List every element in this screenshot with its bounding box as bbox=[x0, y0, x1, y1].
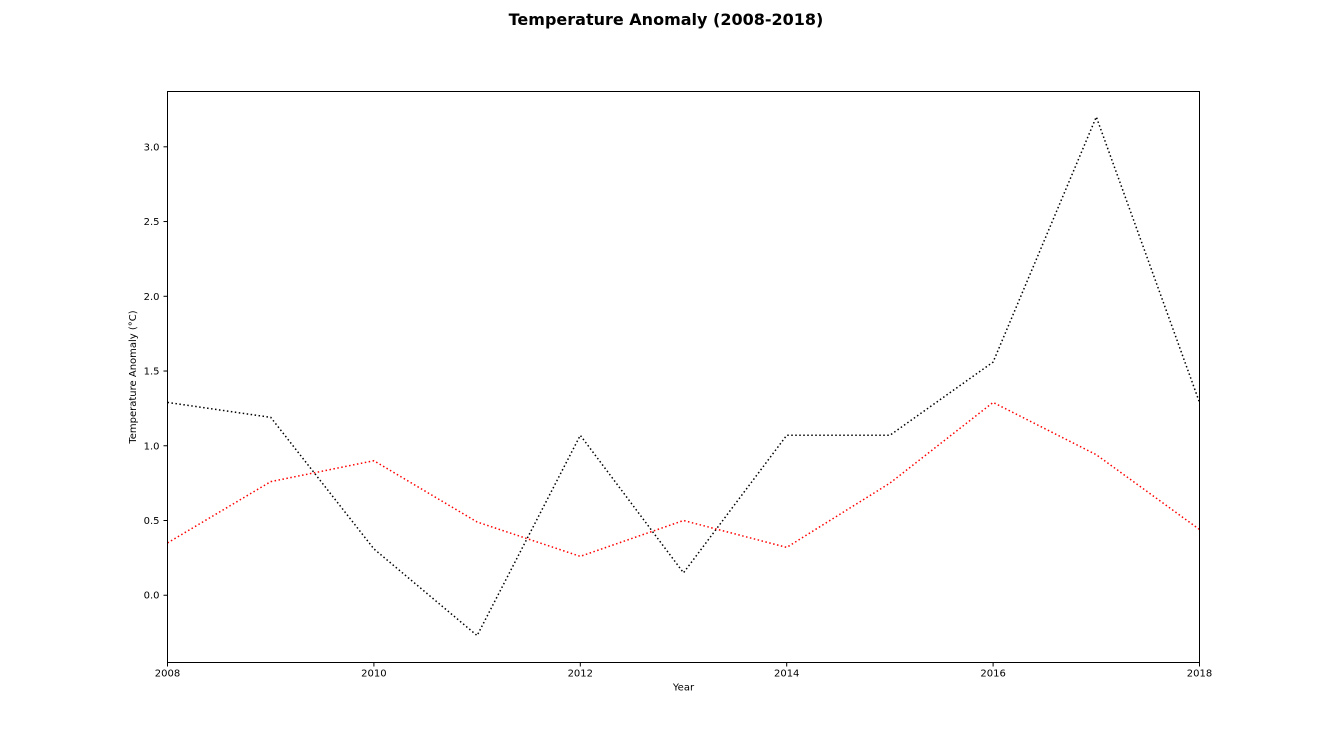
y-tick-label: 3.0 bbox=[144, 142, 160, 153]
x-tick-label: 2010 bbox=[361, 669, 386, 680]
x-tick-label: 2008 bbox=[155, 669, 180, 680]
y-axis-ticks: 0.0 0.5 1.0 1.5 2.0 2.5 3.0 bbox=[144, 142, 168, 602]
y-tick-label: 0.0 bbox=[144, 591, 160, 602]
chart-title: Temperature Anomaly (2008-2018) bbox=[508, 10, 824, 29]
y-tick-label: 2.5 bbox=[144, 217, 160, 228]
plot-area-frame bbox=[167, 91, 1200, 663]
y-tick-label: 1.0 bbox=[144, 441, 160, 452]
y-tick-label: 0.5 bbox=[144, 516, 160, 527]
x-tick-label: 2012 bbox=[568, 669, 593, 680]
series-line-1 bbox=[167, 114, 1201, 637]
x-axis-label: Year bbox=[672, 683, 695, 694]
y-tick-label: 1.5 bbox=[144, 367, 160, 378]
x-axis-ticks: 2008 2010 2012 2014 2016 2018 bbox=[155, 662, 1212, 680]
y-tick-label: 2.0 bbox=[144, 292, 160, 303]
x-tick-label: 2014 bbox=[774, 669, 799, 680]
x-tick-label: 2016 bbox=[980, 669, 1005, 680]
series-layer bbox=[167, 114, 1201, 637]
series-line-2 bbox=[167, 401, 1200, 558]
y-axis-label: Temperature Anomaly (°C) bbox=[128, 310, 139, 444]
x-tick-label: 2018 bbox=[1187, 669, 1212, 680]
